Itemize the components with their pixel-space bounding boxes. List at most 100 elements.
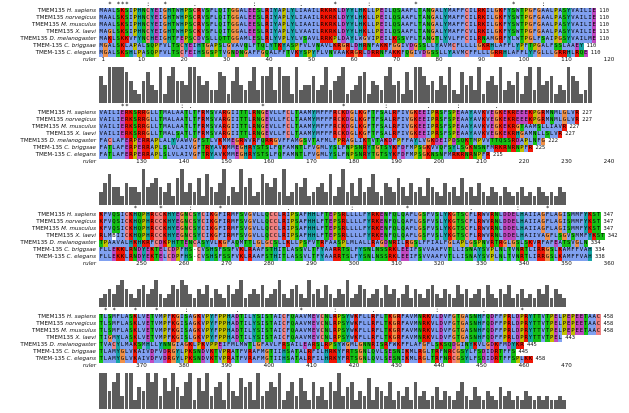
conservation-bar <box>116 373 120 409</box>
conservation-bar <box>239 85 243 103</box>
conservation-bar <box>549 191 554 205</box>
ruler-tick-label: 200 <box>433 159 445 165</box>
species-name: C. briggsae <box>64 247 96 253</box>
conservation-bar <box>230 187 235 205</box>
conservation-bar <box>111 187 116 205</box>
conservation-bar <box>575 80 579 103</box>
conservation-bar <box>311 382 316 409</box>
species-name: X. laevi <box>75 29 96 35</box>
conservation-bar <box>264 182 269 205</box>
residue-count: 458 <box>603 328 614 334</box>
conservation-bar <box>120 196 124 205</box>
conservation-bar <box>277 67 282 103</box>
conservation-bar <box>167 182 171 205</box>
conservation-mark: : <box>146 1 150 8</box>
conservation-bar <box>524 298 528 307</box>
conservation-mark: * <box>103 307 108 314</box>
conservation-bar <box>328 173 333 205</box>
conservation-bar <box>583 89 588 103</box>
conservation-bar <box>311 293 316 307</box>
conservation-bar <box>371 400 375 409</box>
ruler-tick-label: 230 <box>561 159 572 165</box>
conservation-bar <box>383 284 388 307</box>
conservation-bar <box>243 298 248 307</box>
conservation-bar <box>498 289 503 307</box>
conservation-bar <box>354 293 358 307</box>
conservation-bar <box>494 85 498 103</box>
conservation-mark: : <box>350 205 354 212</box>
species-label: TMEM135 H. sapiens <box>0 212 96 219</box>
conservation-bar <box>213 191 218 205</box>
ruler-label: ruler <box>82 261 96 267</box>
ruler-tick-label: 130 <box>136 159 147 165</box>
conservation-mark: * <box>163 1 167 8</box>
residue-count: 227 <box>569 124 580 130</box>
conservation-bar <box>409 182 413 205</box>
conservation-histogram <box>99 269 611 307</box>
conservation-bar <box>579 94 583 103</box>
conservation-bar <box>192 191 197 205</box>
conservation-bar <box>362 71 367 103</box>
conservation-bar <box>464 395 469 409</box>
conservation-mark: . <box>193 1 197 8</box>
conservation-bar <box>103 293 107 307</box>
conservation-bar <box>434 386 439 409</box>
conservation-mark: * <box>133 205 138 212</box>
conservation-bar <box>226 196 231 205</box>
conservation-bar <box>167 391 171 409</box>
conservation-bar <box>111 293 116 307</box>
ruler-tick-label: 450 <box>476 363 487 369</box>
conservation-bar <box>243 89 248 103</box>
ruler-tick-label: 120 <box>603 57 615 63</box>
conservation-bar <box>137 191 141 205</box>
conservation-bar <box>107 67 112 103</box>
conservation-mark: : <box>180 103 184 110</box>
residue-count: 458 <box>603 314 614 320</box>
conservation-bar <box>337 187 341 205</box>
conservation-bar <box>468 187 473 205</box>
protein-name: TMEM135 <box>46 335 76 341</box>
conservation-bar <box>375 85 379 103</box>
conservation-bar <box>252 400 256 409</box>
conservation-bar <box>541 85 545 103</box>
conservation-bar <box>145 373 150 409</box>
conservation-bar <box>128 373 133 409</box>
conservation-bar <box>99 373 103 409</box>
conservation-mark: * <box>125 103 129 110</box>
conservation-bar <box>243 386 248 409</box>
species-label: TMEM-135 C. briggsae <box>0 43 96 50</box>
ruler-tick-label: 30 <box>222 57 231 63</box>
protein-name: TMEM-135 <box>35 152 67 158</box>
species-name: M. musculus <box>61 124 96 130</box>
conservation-bar <box>447 191 452 205</box>
conservation-bar <box>252 196 256 205</box>
conservation-bar <box>133 187 137 205</box>
conservation-bar <box>158 187 163 205</box>
conservation-bar <box>349 382 354 409</box>
conservation-bar <box>502 293 507 307</box>
conservation-bar <box>209 395 214 409</box>
conservation-bar <box>396 178 401 205</box>
residue-count: 110 <box>590 50 601 56</box>
ruler: 1 10 20 30 40 50 60 70 80 90 100 110 120 <box>99 57 614 65</box>
conservation-bar <box>158 395 163 409</box>
residue-count: 227 <box>582 110 592 116</box>
conservation-mark: * <box>545 205 550 212</box>
conservation-bar <box>175 289 180 307</box>
ruler-tick-label: 420 <box>348 363 360 369</box>
ruler-tick-label: 240 <box>603 159 615 165</box>
conservation-bar <box>213 289 218 307</box>
ruler-tick-label: 40 <box>265 57 273 63</box>
species-name: norvegicus <box>65 117 96 123</box>
conservation-bar <box>519 289 524 307</box>
conservation-bar <box>201 196 205 205</box>
conservation-bar <box>511 85 515 103</box>
conservation-bar <box>558 395 562 409</box>
conservation-mark: : <box>541 1 546 8</box>
conservation-bar <box>405 386 409 409</box>
conservation-bar <box>379 391 384 409</box>
